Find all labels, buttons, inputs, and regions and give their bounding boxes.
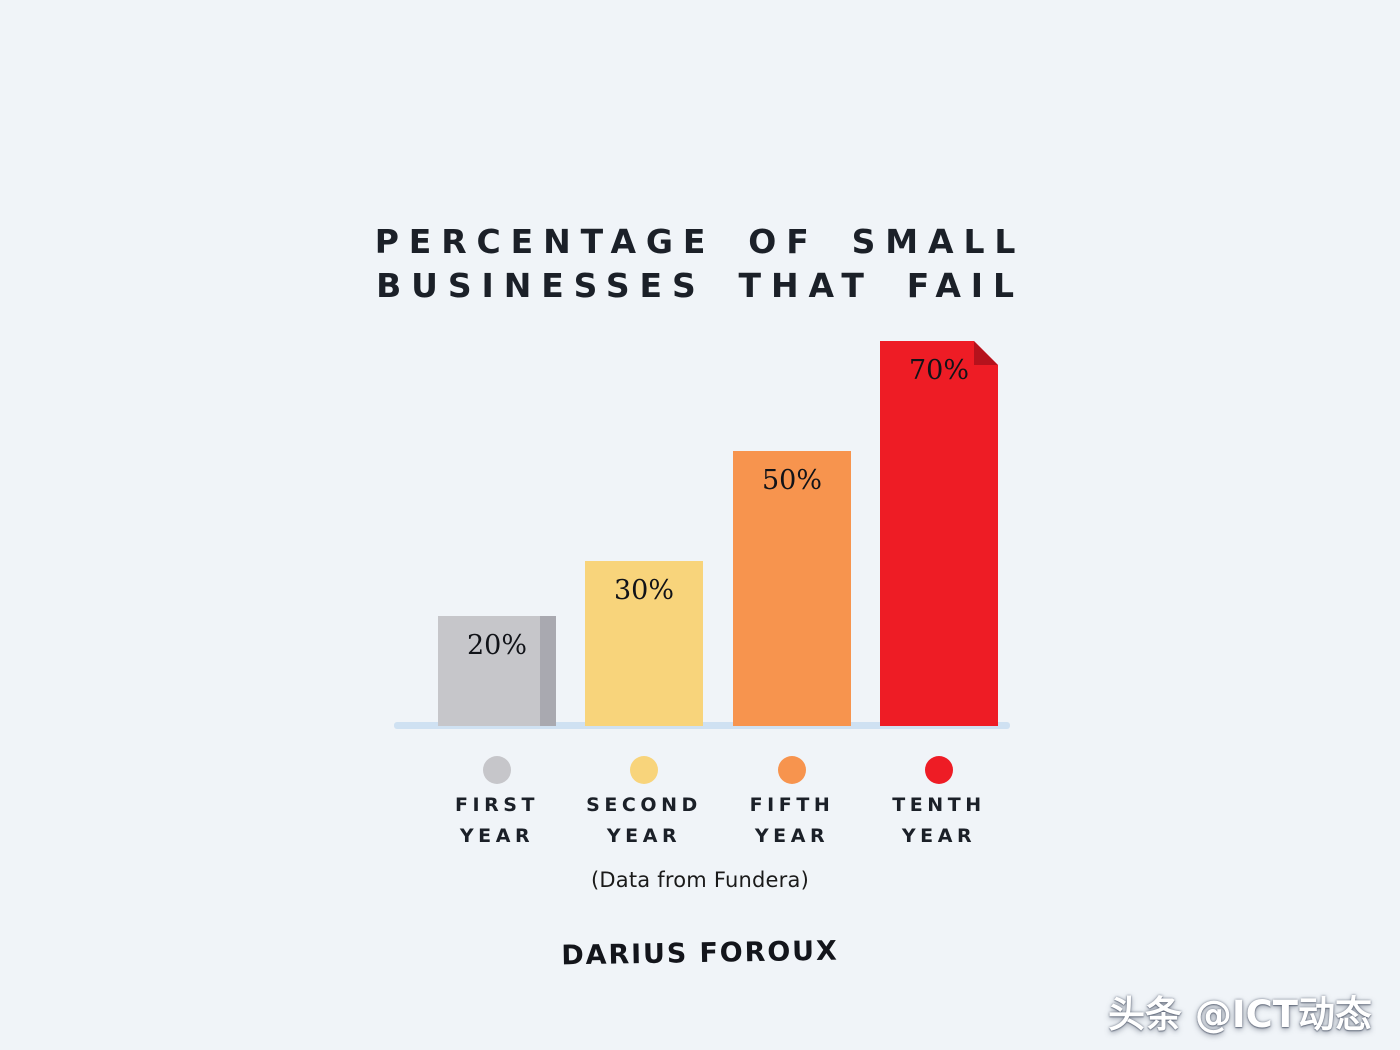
legend-dot-tenth-year — [925, 756, 953, 784]
bar-fifth-year: 50% — [733, 451, 851, 726]
watermark-text: 头条 @ICT动态 — [1107, 993, 1372, 1036]
value-label-tenth-year: 70% — [908, 355, 969, 386]
axis-label-line: YEAR — [901, 825, 977, 847]
value-label-first-year: 20% — [466, 630, 527, 661]
author-signature: DARIUS FOROUX — [561, 935, 839, 972]
axis-label-line: YEAR — [459, 825, 535, 847]
value-label-second-year: 30% — [613, 575, 674, 606]
legend-dot-first-year — [483, 756, 511, 784]
chart-title: PERCENTAGE OF SMALL BUSINESSES THAT FAIL — [0, 220, 1400, 308]
legend-dot-second-year — [630, 756, 658, 784]
axis-label-line: FIRST — [454, 794, 540, 816]
axis-label-line: SECOND — [586, 794, 702, 816]
axis-label-line: YEAR — [606, 825, 682, 847]
axis-label-fifth-year: FIFTH YEAR — [703, 790, 881, 852]
axis-label-second-year: SECOND YEAR — [555, 790, 733, 852]
axis-label-line: YEAR — [754, 825, 830, 847]
axis-label-line: FIFTH — [749, 794, 835, 816]
bar-tenth-year: 70% — [880, 341, 998, 726]
value-label-fifth-year: 50% — [761, 465, 822, 496]
chart-title-line-1: PERCENTAGE OF SMALL — [374, 222, 1026, 261]
bar-second-year: 30% — [585, 561, 703, 726]
chart-title-line-2: BUSINESSES THAT FAIL — [376, 266, 1024, 305]
folded-corner — [974, 341, 998, 365]
axis-label-line: TENTH — [892, 794, 986, 816]
axis-label-tenth-year: TENTH YEAR — [850, 790, 1028, 852]
axis-label-first-year: FIRST YEAR — [408, 790, 586, 852]
legend-dot-fifth-year — [778, 756, 806, 784]
bar-first-year: 20% — [438, 616, 556, 726]
data-source-note: (Data from Fundera) — [590, 868, 810, 892]
bar-side-shade — [540, 616, 556, 726]
